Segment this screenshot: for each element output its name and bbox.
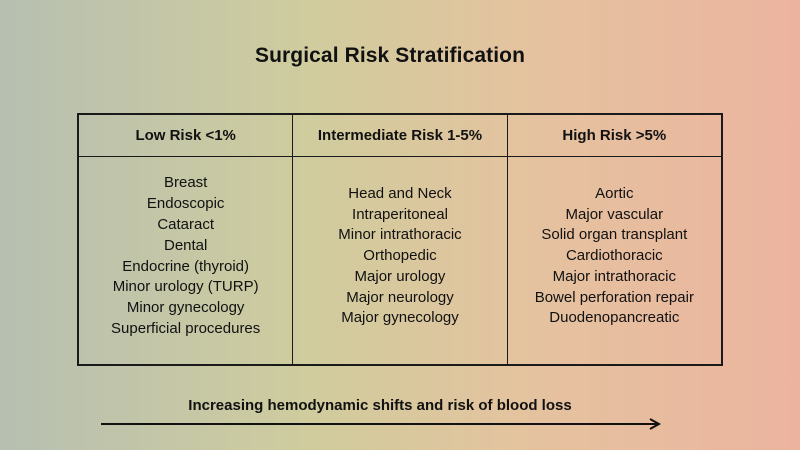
list-item: Aortic [595,184,634,202]
column-body-high-risk: Aortic Major vascular Solid organ transp… [508,157,721,364]
list-item: Cataract [157,215,215,233]
list-item: Minor urology (TURP) [112,278,259,296]
column-intermediate-risk: Intermediate Risk 1-5% Head and Neck Int… [292,115,507,364]
list-item: Major urology [354,267,446,285]
list-item: Superficial procedures [111,319,261,337]
column-body-low-risk: Breast Endoscopic Cataract Dental Endocr… [79,157,292,364]
column-high-risk: High Risk >5% Aortic Major vascular Soli… [506,115,721,364]
list-item: Minor intrathoracic [338,226,462,244]
list-item: Dental [163,236,208,254]
list-item: Orthopedic [363,247,437,265]
column-header-intermediate-risk: Intermediate Risk 1-5% [293,115,507,157]
list-item: Breast [163,174,208,192]
list-item: Bowel perforation repair [534,288,694,306]
list-item: Endocrine (thyroid) [122,257,250,275]
risk-caption: Increasing hemodynamic shifts and risk o… [188,397,572,414]
list-item: Minor gynecology [126,299,245,317]
list-item: Intraperitoneal [352,205,448,223]
column-body-intermediate-risk: Head and Neck Intraperitoneal Minor intr… [293,157,506,364]
list-item: Duodenopancreatic [549,309,680,327]
column-header-low-risk: Low Risk <1% [79,115,293,157]
risk-table: Low Risk <1% Breast Endoscopic Cataract … [77,113,723,366]
list-item: Solid organ transplant [541,226,688,244]
list-item: Major vascular [565,205,664,223]
arrow-right-icon [101,418,662,430]
list-item: Cardiothoracic [565,247,663,265]
list-item: Major gynecology [341,309,459,327]
list-item: Major intrathoracic [552,267,677,285]
list-item: Endoscopic [146,195,225,213]
list-item: Major neurology [346,288,454,306]
column-header-high-risk: High Risk >5% [507,115,721,157]
list-item: Head and Neck [348,184,452,202]
page-title: Surgical Risk Stratification [254,44,526,67]
column-low-risk: Low Risk <1% Breast Endoscopic Cataract … [79,115,293,364]
